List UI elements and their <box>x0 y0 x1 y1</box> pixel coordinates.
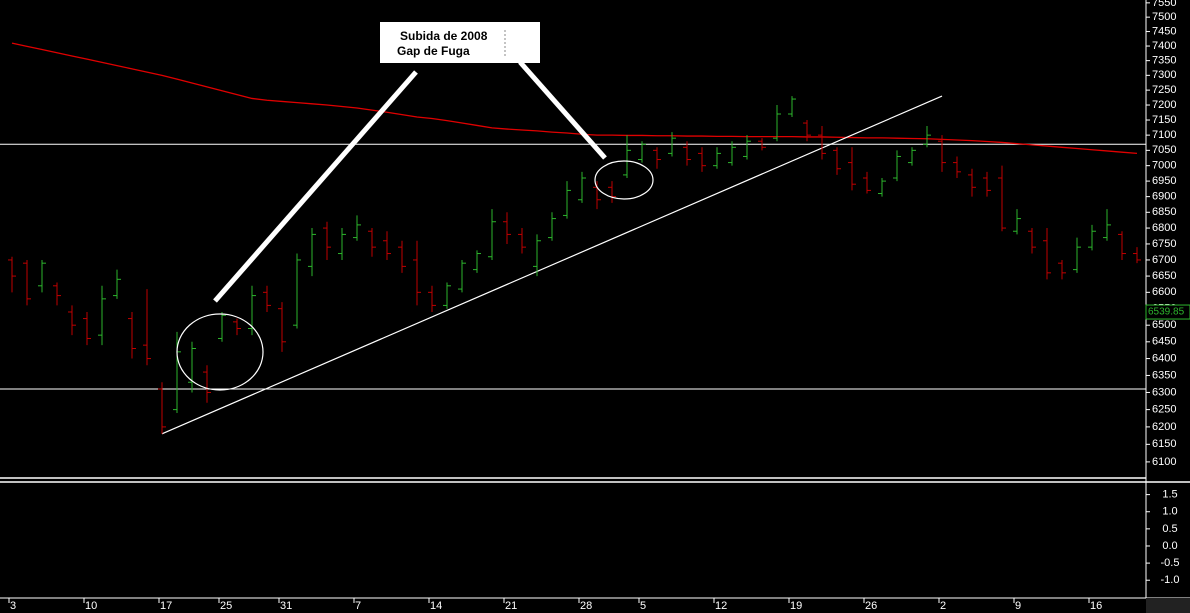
annotation-box <box>380 22 540 63</box>
highlight-ellipse <box>594 160 654 200</box>
y-tick-label: 7300 <box>1152 69 1176 81</box>
highlight-ellipse <box>176 313 264 391</box>
y-tick-label: 6250 <box>1152 404 1176 416</box>
y-tick-label: 6750 <box>1152 238 1176 250</box>
x-tick-label: 9 <box>1015 600 1021 612</box>
x-tick-label: 14 <box>430 600 442 612</box>
x-tick-label: 2 <box>940 600 946 612</box>
x-tick-label: 17 <box>160 600 172 612</box>
x-tick-label: 12 <box>715 600 727 612</box>
y-tick-label: 6300 <box>1152 386 1176 398</box>
y-tick-label: 6150 <box>1152 438 1176 450</box>
y-tick-label: 7450 <box>1152 25 1176 37</box>
callout-arrow <box>213 70 418 303</box>
y-tick-label: 1.0 <box>1162 506 1177 518</box>
y-tick-label: 7150 <box>1152 114 1176 126</box>
x-tick-label: 3 <box>10 600 16 612</box>
axis-corner <box>1146 598 1190 613</box>
x-tick-label: 25 <box>220 600 232 612</box>
y-tick-label: 7400 <box>1152 40 1176 52</box>
y-tick-label: 7250 <box>1152 84 1176 96</box>
y-tick-label: 6700 <box>1152 254 1176 266</box>
y-tick-label: 6200 <box>1152 421 1176 433</box>
y-tick-label: 6500 <box>1152 319 1176 331</box>
y-tick-label: 6850 <box>1152 206 1176 218</box>
last-price-label: 6539.85 <box>1148 307 1185 318</box>
annotation-text: Gap de Fuga <box>397 44 470 58</box>
y-tick-label: 7500 <box>1152 11 1176 23</box>
x-tick-label: 28 <box>580 600 592 612</box>
trendline <box>161 95 943 435</box>
y-tick-label: 6950 <box>1152 175 1176 187</box>
y-tick-label: 6800 <box>1152 222 1176 234</box>
y-tick-label: 6600 <box>1152 286 1176 298</box>
y-tick-label: 6900 <box>1152 191 1176 203</box>
y-tick-label: 6400 <box>1152 352 1176 364</box>
y-tick-label: 7350 <box>1152 55 1176 67</box>
x-tick-label: 16 <box>1090 600 1102 612</box>
y-tick-label: -0.5 <box>1161 557 1180 569</box>
y-tick-label: 6650 <box>1152 270 1176 282</box>
last-price-box <box>1145 304 1190 320</box>
x-tick-label: 26 <box>865 600 877 612</box>
y-tick-label: 7000 <box>1152 160 1176 172</box>
callout-arrow <box>518 60 607 160</box>
annotation-text: Subida de 2008 <box>400 29 488 43</box>
x-tick-label: 19 <box>790 600 802 612</box>
y-tick-label: 7200 <box>1152 99 1176 111</box>
y-tick-label: 0.0 <box>1162 540 1177 552</box>
x-tick-label: 7 <box>355 600 361 612</box>
y-tick-label: 6350 <box>1152 369 1176 381</box>
y-tick-label: 7100 <box>1152 129 1176 141</box>
y-tick-label: 7550 <box>1152 0 1176 9</box>
x-tick-label: 31 <box>280 600 292 612</box>
y-tick-label: 6450 <box>1152 336 1176 348</box>
y-tick-label: 0.5 <box>1162 523 1177 535</box>
y-tick-label: -1.0 <box>1161 574 1180 586</box>
x-tick-label: 21 <box>505 600 517 612</box>
x-tick-label: 10 <box>85 600 97 612</box>
x-tick-label: 5 <box>640 600 646 612</box>
y-tick-label: 6100 <box>1152 456 1176 468</box>
y-tick-label: 7050 <box>1152 144 1176 156</box>
moving-average <box>11 42 1138 155</box>
y-tick-label: 1.5 <box>1162 489 1177 501</box>
